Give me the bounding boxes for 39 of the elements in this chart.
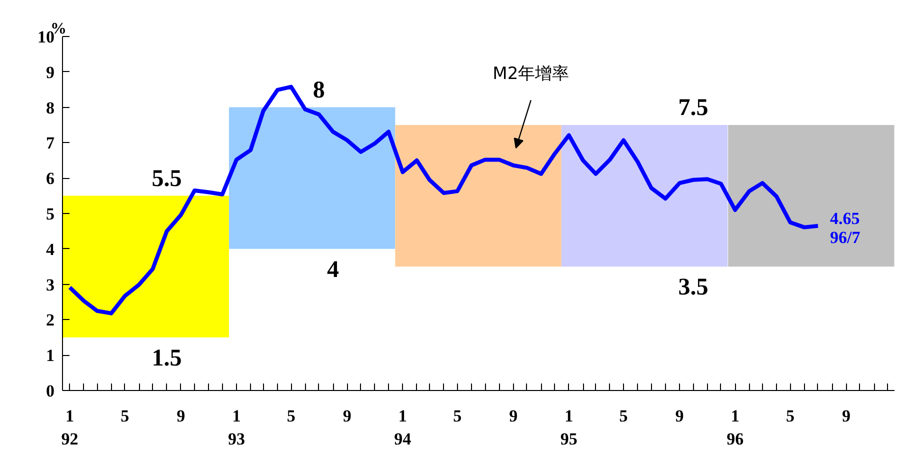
annotation: 8 — [312, 77, 325, 104]
x-tick-label: 5 — [286, 406, 296, 426]
x-tick-label: 5 — [120, 406, 130, 426]
y-tick-label: 4 — [46, 240, 55, 259]
y-tick-label: 6 — [46, 169, 54, 188]
x-tick-label: 9 — [842, 406, 850, 426]
annotation: 1.5 — [152, 345, 182, 372]
annotation: 4 — [327, 256, 339, 283]
x-tick-label: 5 — [619, 406, 628, 426]
x-tick-label: 1 94 — [394, 406, 412, 448]
x-tick-label: 1 95 — [560, 406, 578, 448]
bar — [395, 125, 562, 267]
x-tick-label: 5 — [786, 406, 794, 426]
x-tick-label: 1 93 — [228, 406, 245, 448]
annotation: 3.5 — [678, 274, 708, 301]
x-tick-label: 9 — [675, 406, 684, 426]
x-tick-label: 1 92 — [61, 406, 78, 448]
annotation: M2年增率 — [492, 64, 570, 84]
x-tick-label: 5 — [453, 406, 462, 426]
bar — [561, 125, 728, 267]
y-tick-label: 0 — [46, 382, 54, 400]
y-tick-label: 2 — [46, 310, 54, 330]
x-tick-label: 9 — [176, 406, 186, 426]
y-tick-label: 1 — [46, 346, 54, 366]
data-label: 4.65 — [830, 208, 860, 228]
x-tick-label: 9 — [342, 406, 352, 426]
y-tick-label: 7 — [46, 134, 55, 153]
annotation: 96/7 — [830, 228, 861, 247]
annotation: 7.5 — [678, 95, 708, 121]
x-tick-label: 1 96 — [726, 406, 744, 448]
y-tick-label: 9 — [46, 62, 54, 82]
x-tick-label: 9 — [509, 406, 518, 426]
bar — [728, 125, 894, 267]
bar — [228, 107, 396, 249]
y-tick-label: 8 — [46, 98, 54, 118]
annotation: 5.5 — [152, 166, 182, 192]
y-tick-label: 5 — [46, 204, 54, 224]
y-tick-label: 3 — [46, 275, 54, 294]
bar — [62, 196, 229, 338]
